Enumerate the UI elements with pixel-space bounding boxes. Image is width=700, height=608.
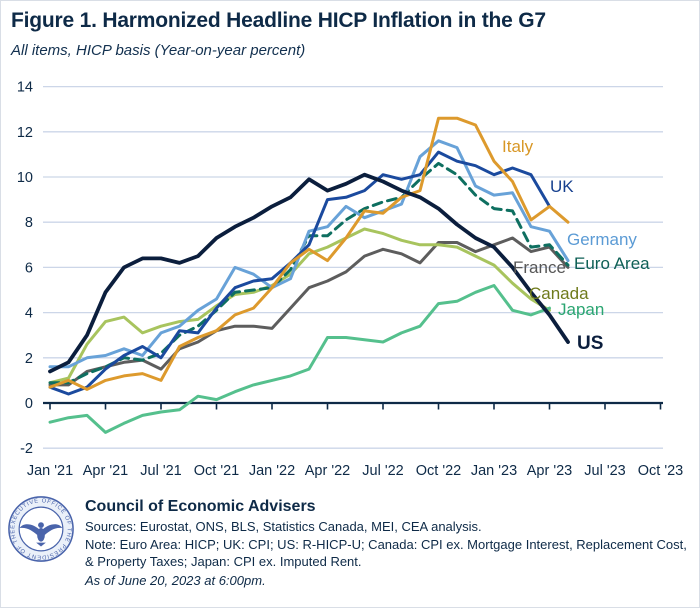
series-label-japan: Japan <box>558 300 604 319</box>
x-axis-tick-label: Jul '22 <box>362 463 403 479</box>
y-axis-tick-label: 0 <box>25 396 33 412</box>
footer-as-of: As of June 20, 2023 at 6:00pm. <box>85 572 266 588</box>
series-line-us <box>48 172 570 374</box>
y-axis-tick-label: 2 <box>25 351 33 367</box>
y-axis-tick-label: 14 <box>17 80 33 96</box>
series-line-germany <box>48 139 570 369</box>
footer-text-block: Council of Economic Advisers Sources: Eu… <box>85 495 697 588</box>
footer-org-name: Council of Economic Advisers <box>85 498 316 515</box>
y-axis-tick-label: 6 <box>25 260 33 276</box>
x-axis-tick-label: Jul '23 <box>584 463 625 479</box>
footer-sources: Sources: Eurostat, ONS, BLS, Statistics … <box>85 519 482 534</box>
y-axis-tick-label: 8 <box>25 215 33 231</box>
x-axis-tick-label: Jul '21 <box>140 463 181 479</box>
x-axis-tick-label: Apr '23 <box>527 463 573 479</box>
y-axis-tick-label: 10 <box>17 170 33 186</box>
y-axis-tick-label: -2 <box>20 441 33 457</box>
series-line-euro-area <box>48 161 570 385</box>
footer: EXECUTIVE OFFICE OF THE PRESIDENT OF THE… <box>7 495 697 588</box>
series-label-france: France <box>513 258 566 277</box>
executive-office-seal-icon: EXECUTIVE OFFICE OF THE PRESIDENT OF THE… <box>7 495 74 562</box>
x-axis-tick-label: Apr '22 <box>305 463 351 479</box>
x-axis-tick-label: Oct '23 <box>638 463 683 479</box>
series-label-uk: UK <box>550 177 574 196</box>
series-line-canada <box>48 227 551 385</box>
x-axis-tick-label: Oct '22 <box>416 463 461 479</box>
series-label-italy: Italy <box>502 137 534 156</box>
page-title: Figure 1. Harmonized Headline HICP Infla… <box>11 9 546 32</box>
y-axis-tick-label: 4 <box>25 306 33 322</box>
x-axis-tick-label: Jan '22 <box>249 463 295 479</box>
y-axis-tick-label: 12 <box>17 125 33 141</box>
x-axis-tick-label: Apr '21 <box>83 463 129 479</box>
footer-note: Note: Euro Area: HICP; UK: CPI; US: R-HI… <box>85 536 687 570</box>
series-label-canada: Canada <box>529 284 589 303</box>
page-subtitle: All items, HICP basis (Year-on-year perc… <box>11 42 306 59</box>
series-line-uk <box>48 150 551 396</box>
series-label-germany: Germany <box>567 230 637 249</box>
series-line-france <box>48 236 570 387</box>
series-line-japan <box>48 284 551 434</box>
eagle-icon <box>19 522 63 547</box>
series-label-euro-area: Euro Area <box>574 254 650 273</box>
series-label-us: US <box>577 333 603 354</box>
x-axis-tick-label: Oct '21 <box>194 463 239 479</box>
series-line-italy <box>48 116 570 391</box>
x-axis-tick-label: Jan '21 <box>27 463 73 479</box>
inflation-line-chart: 14 12 10 8 6 4 2 0 -2 Jan '21 Apr '21 Jul '21 Oct '2… <box>17 80 683 479</box>
x-axis-tick-label: Jan '23 <box>471 463 517 479</box>
